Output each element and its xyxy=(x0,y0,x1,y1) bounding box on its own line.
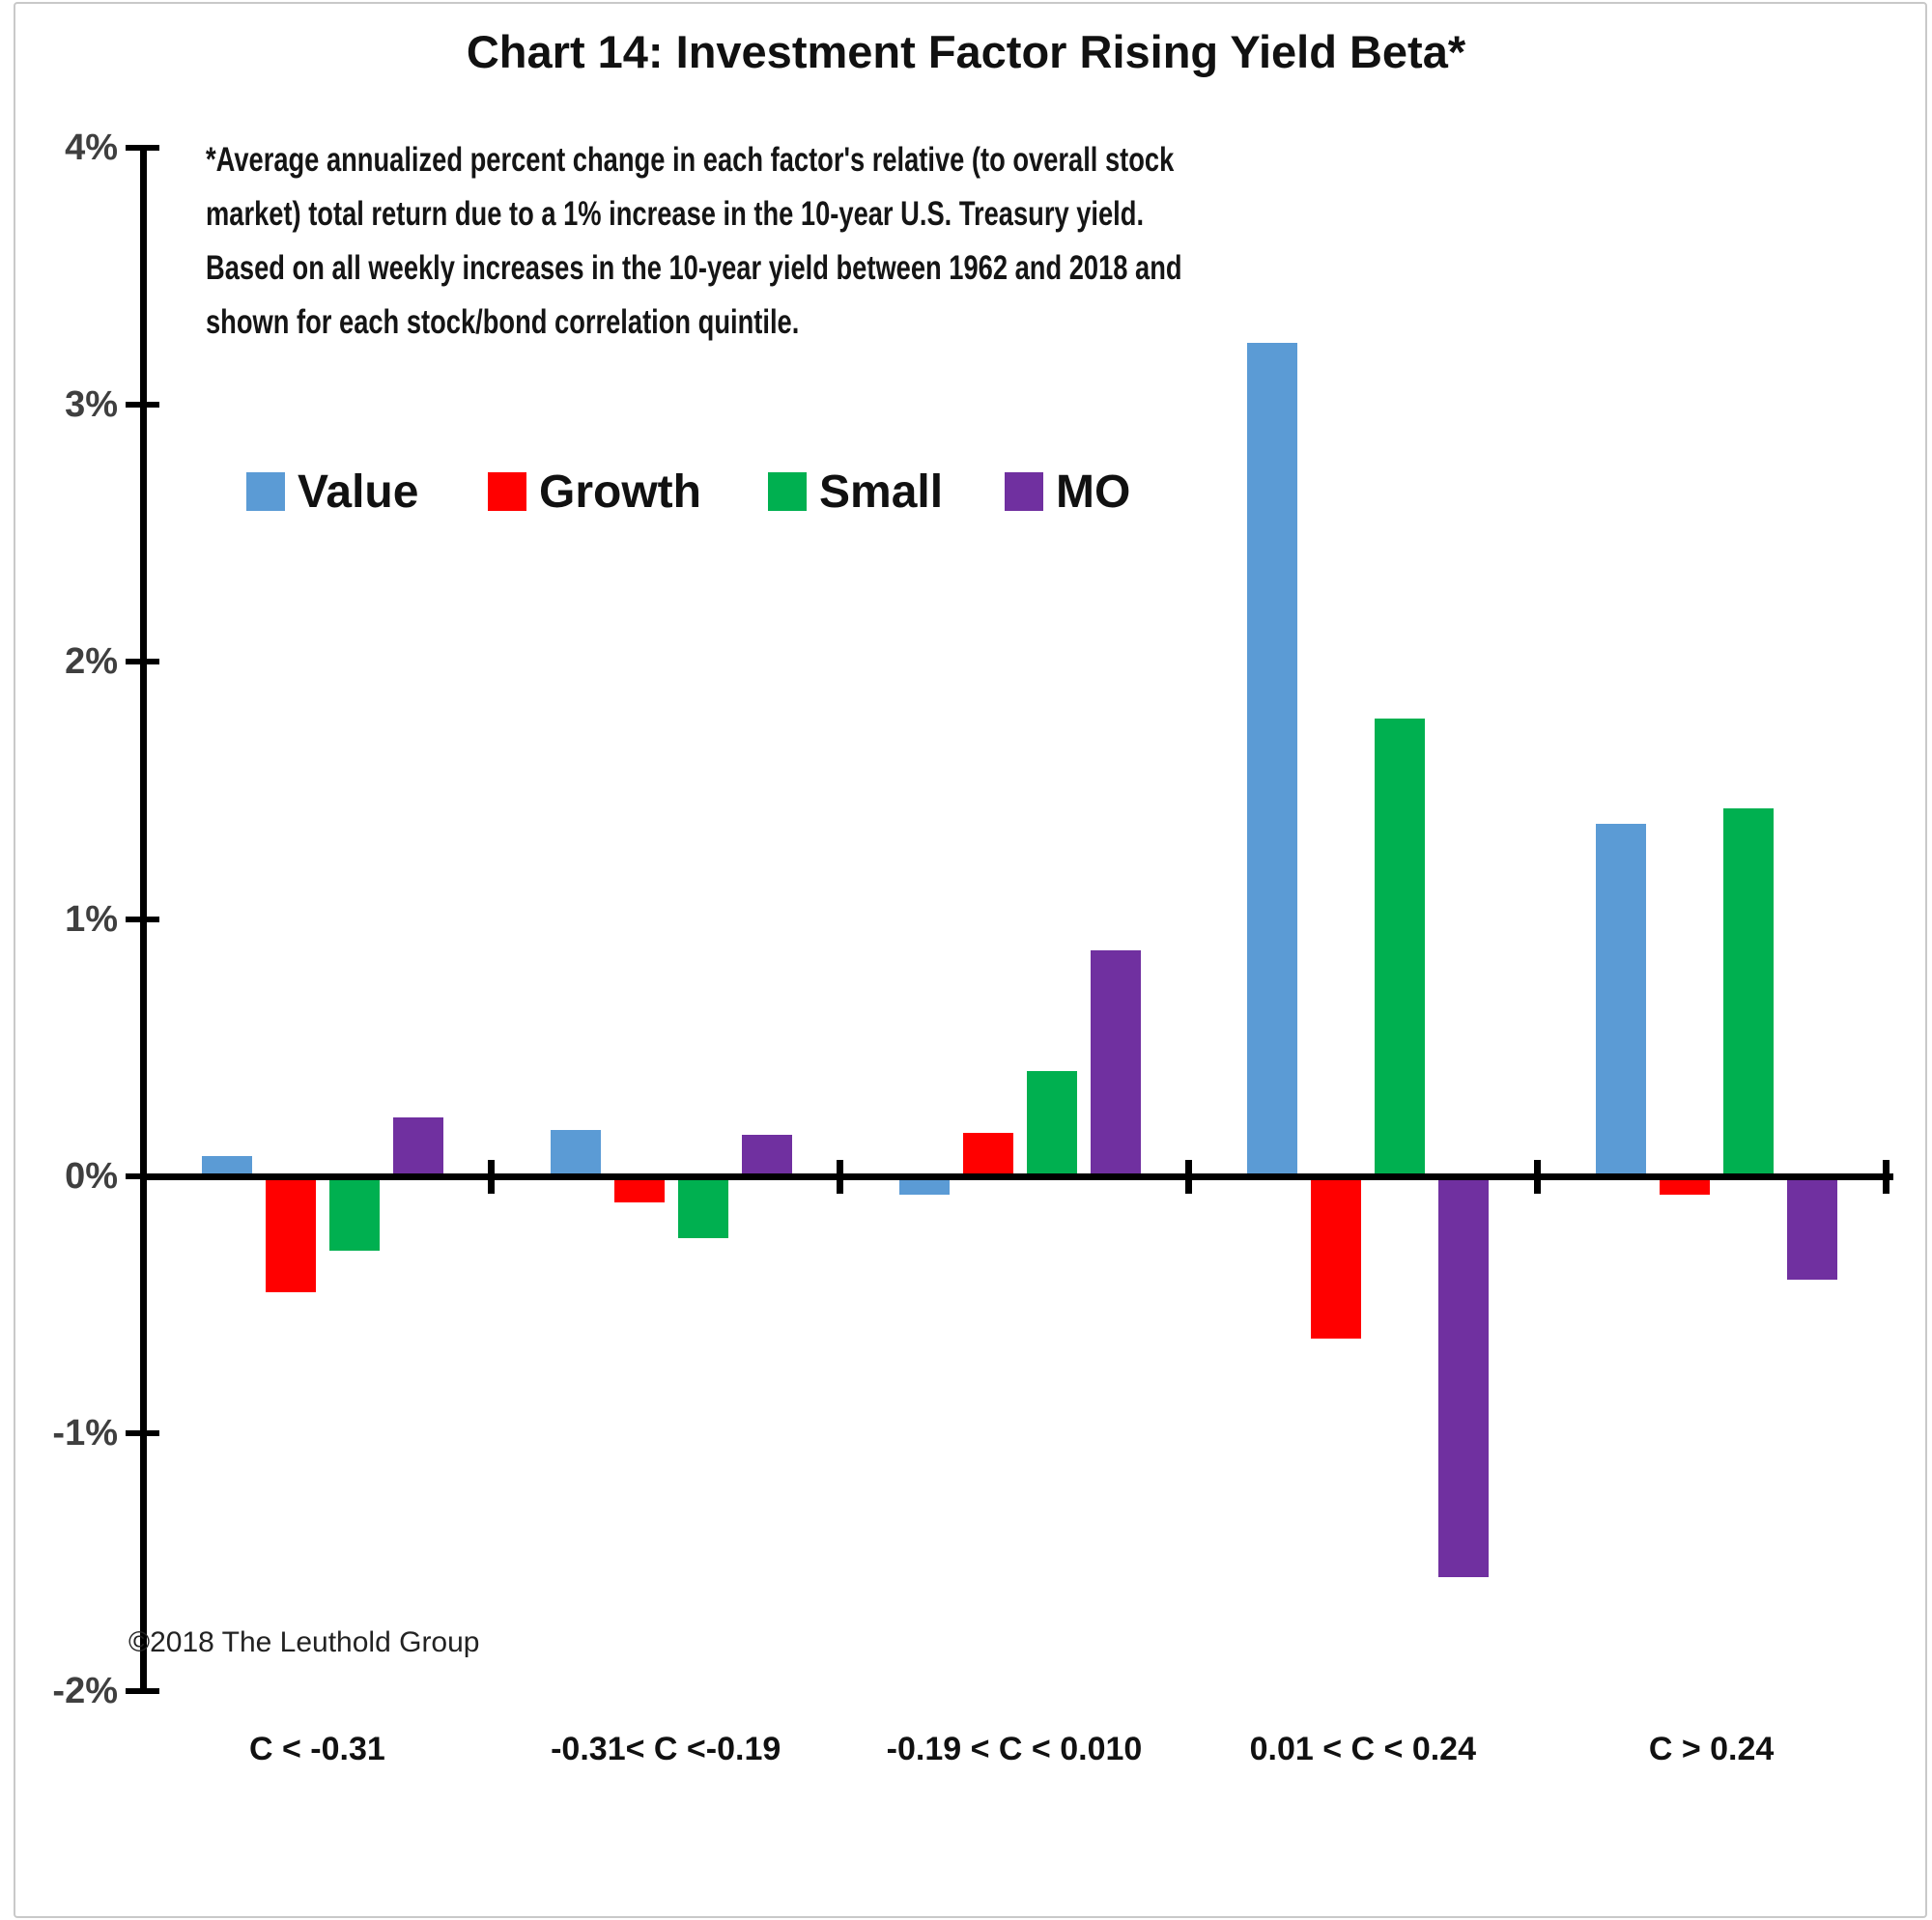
bar-small-4 xyxy=(1723,808,1775,1176)
bar-value-4 xyxy=(1596,824,1647,1176)
y-tick--2% xyxy=(126,1687,159,1694)
category-label-1: -0.31< C <-0.19 xyxy=(551,1731,781,1767)
y-tick--1% xyxy=(126,1430,159,1437)
category-label-3: 0.01 < C < 0.24 xyxy=(1249,1731,1476,1767)
footnote-line-2: market) total return due to a 1% increas… xyxy=(206,195,1145,233)
bar-small-2 xyxy=(1026,1070,1077,1176)
y-tick-0% xyxy=(126,1173,159,1179)
bar-value-0 xyxy=(202,1155,252,1176)
y-tick-2% xyxy=(126,659,159,665)
chart-footnote: *Average annualized percent change in ea… xyxy=(206,133,1182,350)
y-tick-4% xyxy=(126,144,159,151)
legend-swatch-growth xyxy=(488,472,526,511)
y-tick-label-0%: 0% xyxy=(65,1156,118,1197)
legend-item-growth: Growth xyxy=(488,466,701,518)
bar-value-3 xyxy=(1247,343,1298,1176)
category-label-2: -0.19 < C < 0.010 xyxy=(886,1731,1143,1767)
y-tick-label--2%: -2% xyxy=(52,1670,118,1711)
x-axis-line xyxy=(139,1172,1893,1180)
legend-label-growth: Growth xyxy=(539,466,701,518)
chart-title: Chart 14: Investment Factor Rising Yield… xyxy=(466,26,1466,77)
y-tick-label-2%: 2% xyxy=(65,641,118,683)
legend-swatch-value xyxy=(246,472,285,511)
legend-swatch-mo xyxy=(1005,472,1043,511)
category-label-4: C > 0.24 xyxy=(1648,1731,1775,1767)
y-tick-label-3%: 3% xyxy=(65,384,118,426)
y-tick-label-1%: 1% xyxy=(65,898,118,940)
bar-small-1 xyxy=(677,1176,728,1238)
bar-growth-3 xyxy=(1311,1176,1362,1339)
bar-value-1 xyxy=(550,1130,601,1176)
legend-swatch-small xyxy=(768,472,807,511)
bar-growth-2 xyxy=(962,1132,1013,1176)
copyright: ©2018 The Leuthold Group xyxy=(128,1626,480,1658)
y-tick-1% xyxy=(126,916,159,922)
legend-label-mo: MO xyxy=(1056,466,1131,518)
legend-label-small: Small xyxy=(819,466,944,518)
bar-mo-2 xyxy=(1090,949,1141,1176)
bar-mo-3 xyxy=(1438,1176,1490,1578)
legend-item-value: Value xyxy=(246,466,419,518)
legend-item-mo: MO xyxy=(1005,466,1131,518)
bar-mo-0 xyxy=(393,1116,443,1176)
category-label-0: C < -0.31 xyxy=(248,1731,385,1767)
legend-label-value: Value xyxy=(298,466,419,518)
footnote-line-1: *Average annualized percent change in ea… xyxy=(206,141,1175,179)
bar-growth-4 xyxy=(1660,1176,1711,1195)
y-tick-label--1%: -1% xyxy=(52,1413,118,1454)
x-tick-2 xyxy=(837,1159,844,1194)
footnote-line-3: Based on all weekly increases in the 10-… xyxy=(206,249,1182,287)
bar-mo-1 xyxy=(741,1135,792,1176)
x-tick-5 xyxy=(1882,1159,1889,1194)
bar-growth-0 xyxy=(266,1176,316,1292)
x-tick-4 xyxy=(1533,1159,1541,1194)
bar-small-3 xyxy=(1375,718,1426,1176)
y-tick-3% xyxy=(126,402,159,409)
bar-value-2 xyxy=(898,1176,950,1195)
legend-item-small: Small xyxy=(768,466,944,518)
bar-growth-1 xyxy=(613,1176,665,1202)
x-tick-3 xyxy=(1184,1159,1192,1194)
bar-mo-4 xyxy=(1787,1176,1838,1280)
bar-small-0 xyxy=(329,1176,380,1252)
y-tick-label-4%: 4% xyxy=(65,127,118,168)
x-tick-1 xyxy=(488,1159,496,1194)
footnote-line-4: shown for each stock/bond correlation qu… xyxy=(206,303,800,341)
